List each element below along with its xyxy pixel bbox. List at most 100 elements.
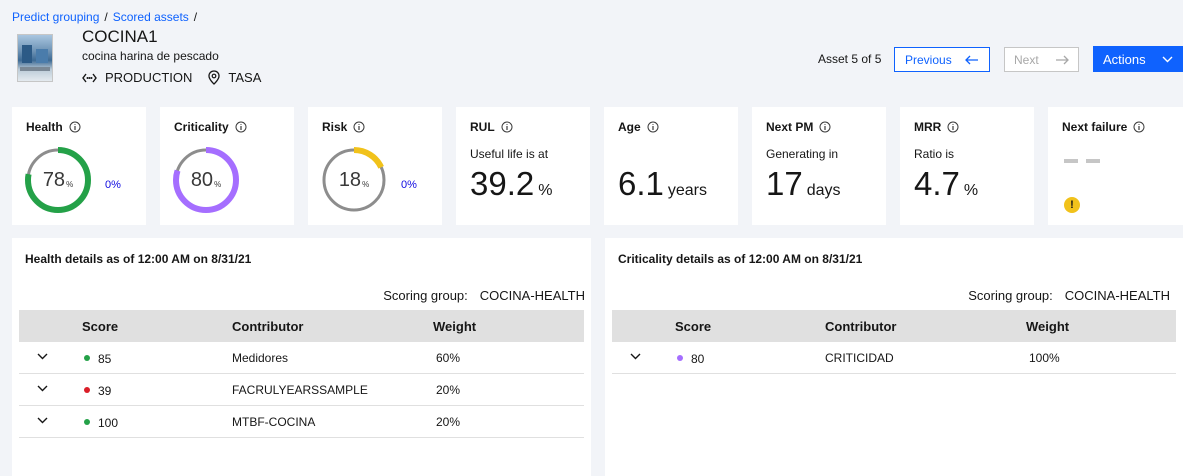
health-delta: 0% <box>105 179 121 191</box>
weight-column-header[interactable]: Weight <box>1026 319 1070 334</box>
criticality-details-title: Criticality details as of 12:00 AM on 8/… <box>618 252 863 266</box>
contributor-column-header[interactable]: Contributor <box>232 319 304 334</box>
rul-value: 39.2% <box>470 165 552 203</box>
criticality-table: Score Contributor Weight 80 CRITICIDAD 1… <box>612 310 1176 374</box>
previous-label: Previous <box>905 52 952 67</box>
next-button[interactable]: Next <box>1004 47 1079 72</box>
mrr-value: 4.7% <box>914 165 978 203</box>
contributor-column-header[interactable]: Contributor <box>825 319 897 334</box>
health-table: Score Contributor Weight 85 Medidores 60… <box>19 310 584 438</box>
location-icon <box>208 70 221 85</box>
weight-value: 20% <box>436 415 461 429</box>
next-pm-card: Next PM Generating in 17 days <box>752 107 886 225</box>
score-dot <box>677 355 683 361</box>
criticality-unit: % <box>214 179 222 189</box>
asset-description: cocina harina de pescado <box>82 49 219 63</box>
scoring-group-value: COCINA-HEALTH <box>1064 288 1170 303</box>
arrow-right-icon <box>1056 55 1069 64</box>
mrr-number: 4.7 <box>914 165 960 202</box>
table-row[interactable]: 80 CRITICIDAD 100% <box>612 342 1176 374</box>
info-icon[interactable] <box>947 121 959 133</box>
risk-delta: 0% <box>401 179 417 191</box>
risk-number: 18 <box>338 168 362 191</box>
age-card: Age 6.1 years <box>604 107 738 225</box>
risk-title: Risk <box>322 120 348 134</box>
actions-label: Actions <box>1103 51 1146 67</box>
asset-location: TASA <box>228 70 262 85</box>
score-dot <box>84 355 90 361</box>
risk-value: 18% <box>320 146 388 214</box>
score-column-header[interactable]: Score <box>675 319 712 334</box>
breadcrumb-separator: / <box>104 10 108 24</box>
weight-value: 100% <box>1029 351 1060 365</box>
info-icon[interactable] <box>353 121 365 133</box>
weight-value: 20% <box>436 383 461 397</box>
scoring-group-value: COCINA-HEALTH <box>479 288 585 303</box>
actions-button[interactable]: Actions <box>1093 46 1183 72</box>
status-icon <box>82 73 97 82</box>
rul-label: Useful life is at <box>470 147 549 161</box>
next-failure-card: Next failure ! <box>1048 107 1183 225</box>
mrr-unit: % <box>963 182 979 199</box>
info-icon[interactable] <box>235 121 247 133</box>
info-icon[interactable] <box>501 121 513 133</box>
previous-button[interactable]: Previous <box>894 47 990 72</box>
info-icon[interactable] <box>819 121 831 133</box>
score-column-header[interactable]: Score <box>82 319 119 334</box>
next-pm-unit: days <box>806 182 841 199</box>
score-dot <box>84 387 90 393</box>
table-row[interactable]: 85 Medidores 60% <box>19 342 584 374</box>
score-dot <box>84 419 90 425</box>
info-icon[interactable] <box>69 121 81 133</box>
table-row[interactable]: 100 MTBF-COCINA 20% <box>19 406 584 438</box>
asset-meta: PRODUCTION TASA <box>82 70 277 85</box>
info-icon[interactable] <box>1133 121 1145 133</box>
age-title: Age <box>618 120 641 134</box>
asset-count: Asset 5 of 5 <box>818 52 882 66</box>
next-pm-value: 17 days <box>766 165 841 203</box>
next-pm-label: Generating in <box>766 147 839 161</box>
score-value: 80 <box>691 352 705 366</box>
asset-status: PRODUCTION <box>105 70 193 85</box>
next-label: Next <box>1014 52 1039 67</box>
risk-unit: % <box>362 179 370 189</box>
criticality-scoring-group: Scoring group: COCINA-HEALTH <box>968 288 1170 303</box>
next-pm-title: Next PM <box>766 120 814 134</box>
risk-card: Risk 18% 0% <box>308 107 442 225</box>
scoring-group-label: Scoring group: <box>968 288 1053 303</box>
weight-value: 60% <box>436 351 461 365</box>
score-value: 85 <box>98 352 112 366</box>
next-failure-title: Next failure <box>1062 120 1128 134</box>
rul-number: 39.2 <box>470 165 535 202</box>
table-header: Score Contributor Weight <box>19 310 584 342</box>
chevron-down-icon[interactable] <box>37 385 48 392</box>
chevron-down-icon[interactable] <box>37 417 48 424</box>
mrr-card: MRR Ratio is 4.7% <box>900 107 1034 225</box>
arrow-left-icon <box>965 55 978 64</box>
table-header: Score Contributor Weight <box>612 310 1176 342</box>
chevron-down-icon[interactable] <box>630 353 641 360</box>
criticality-number: 80 <box>190 168 214 191</box>
chevron-down-icon[interactable] <box>37 353 48 360</box>
asset-title: COCINA1 <box>82 27 158 46</box>
health-number: 78 <box>42 168 66 191</box>
health-value: 78% <box>24 146 92 214</box>
health-card: Health 78% 0% <box>12 107 146 225</box>
next-pm-number: 17 <box>766 165 803 202</box>
contributor-value: MTBF-COCINA <box>232 415 316 429</box>
warning-icon[interactable]: ! <box>1064 197 1080 213</box>
criticality-gauge <box>173 147 239 213</box>
risk-gauge <box>321 147 387 213</box>
contributor-value: CRITICIDAD <box>825 351 894 365</box>
table-row[interactable]: 39 FACRULYEARSSAMPLE 20% <box>19 374 584 406</box>
info-icon[interactable] <box>647 121 659 133</box>
breadcrumb-separator: / <box>193 10 198 24</box>
health-unit: % <box>66 179 74 189</box>
weight-column-header[interactable]: Weight <box>433 319 477 334</box>
health-details-title: Health details as of 12:00 AM on 8/31/21 <box>25 252 252 266</box>
criticality-details-panel: Criticality details as of 12:00 AM on 8/… <box>605 238 1183 476</box>
chevron-down-icon <box>1162 56 1173 62</box>
breadcrumb-predict-grouping[interactable]: Predict grouping <box>12 10 100 24</box>
breadcrumb-scored-assets[interactable]: Scored assets <box>112 10 189 24</box>
asset-thumbnail <box>17 34 53 82</box>
